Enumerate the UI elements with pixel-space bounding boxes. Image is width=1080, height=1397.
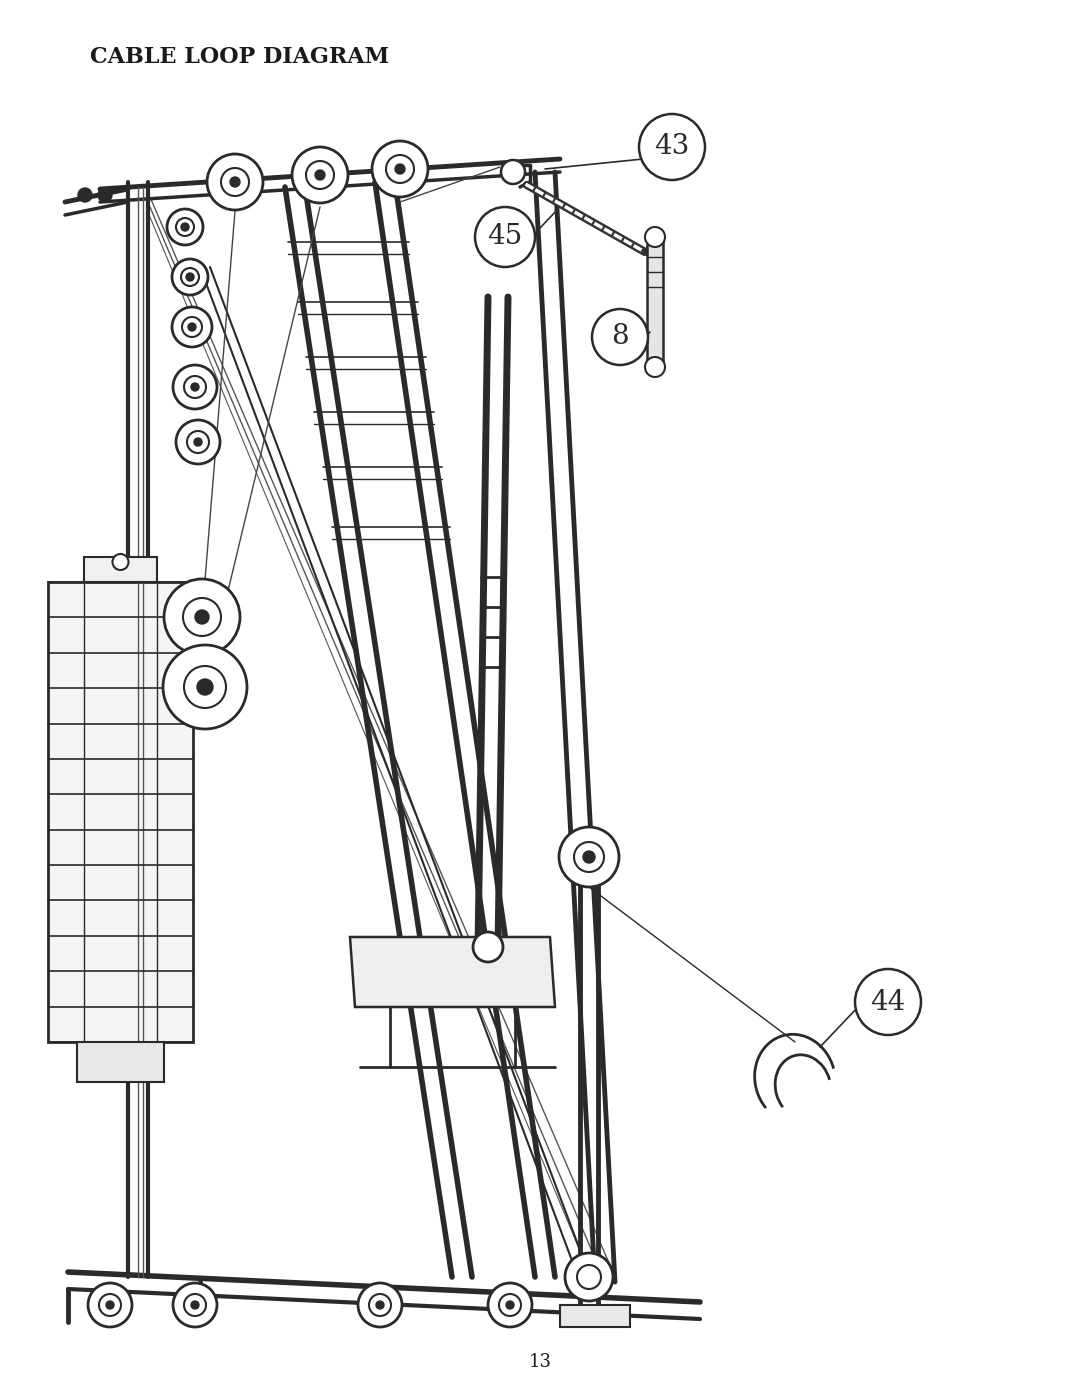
Circle shape (376, 1301, 384, 1309)
Circle shape (176, 218, 194, 236)
Text: 45: 45 (487, 224, 523, 250)
Circle shape (176, 420, 220, 464)
Bar (84, 557, 157, 583)
Circle shape (573, 842, 604, 872)
Circle shape (184, 666, 226, 708)
Text: 44: 44 (870, 989, 906, 1016)
Circle shape (98, 189, 112, 203)
Circle shape (507, 1301, 514, 1309)
Circle shape (645, 358, 665, 377)
Circle shape (565, 1253, 613, 1301)
Circle shape (183, 598, 221, 636)
Circle shape (173, 1282, 217, 1327)
Polygon shape (350, 937, 555, 1007)
Circle shape (188, 323, 195, 331)
Circle shape (207, 154, 264, 210)
Circle shape (191, 1301, 199, 1309)
Circle shape (357, 1282, 402, 1327)
Circle shape (577, 1266, 600, 1289)
Text: 8: 8 (611, 324, 629, 351)
Bar (647, 237, 663, 367)
Circle shape (292, 147, 348, 203)
Circle shape (488, 1282, 532, 1327)
Circle shape (372, 141, 428, 197)
Circle shape (475, 207, 535, 267)
Circle shape (181, 224, 189, 231)
Circle shape (167, 210, 203, 244)
Circle shape (395, 163, 405, 175)
Bar (48, 583, 193, 1042)
Circle shape (501, 161, 525, 184)
Circle shape (112, 555, 129, 570)
Circle shape (163, 645, 247, 729)
Circle shape (194, 439, 202, 446)
Circle shape (78, 189, 92, 203)
Circle shape (164, 578, 240, 655)
Bar (561, 1305, 630, 1327)
Bar (77, 1042, 164, 1083)
Circle shape (473, 932, 503, 963)
Circle shape (306, 161, 334, 189)
Circle shape (855, 970, 921, 1035)
Circle shape (184, 376, 206, 398)
Circle shape (184, 1294, 206, 1316)
Circle shape (181, 268, 199, 286)
Circle shape (87, 1282, 132, 1327)
Circle shape (592, 309, 648, 365)
Circle shape (645, 226, 665, 247)
Text: CABLE LOOP DIAGRAM: CABLE LOOP DIAGRAM (90, 46, 389, 68)
Circle shape (559, 827, 619, 887)
Circle shape (187, 432, 210, 453)
Circle shape (172, 307, 212, 346)
Circle shape (583, 851, 595, 863)
Circle shape (499, 1294, 521, 1316)
Circle shape (195, 610, 210, 624)
Circle shape (186, 272, 194, 281)
Text: 13: 13 (528, 1354, 552, 1370)
Circle shape (106, 1301, 114, 1309)
Circle shape (173, 365, 217, 409)
Circle shape (386, 155, 414, 183)
Text: 43: 43 (654, 134, 690, 161)
Circle shape (197, 679, 213, 694)
Circle shape (639, 115, 705, 180)
Circle shape (172, 258, 208, 295)
Circle shape (191, 383, 199, 391)
Circle shape (221, 168, 249, 196)
Circle shape (369, 1294, 391, 1316)
Circle shape (183, 317, 202, 337)
Circle shape (99, 1294, 121, 1316)
Circle shape (315, 170, 325, 180)
Circle shape (230, 177, 240, 187)
